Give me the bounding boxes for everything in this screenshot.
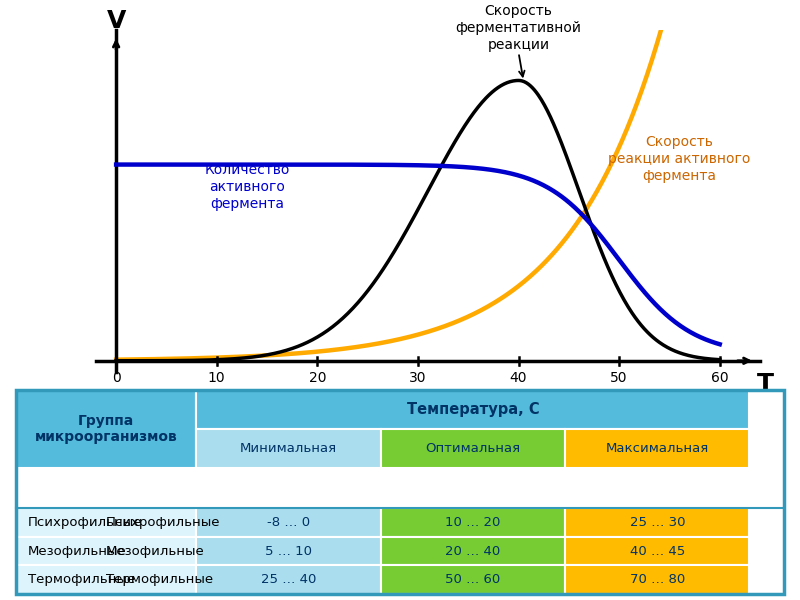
Bar <box>381 537 565 565</box>
Text: Группа
микроорганизмов: Группа микроорганизмов <box>35 413 178 444</box>
Bar <box>565 429 750 467</box>
Bar <box>16 537 197 565</box>
Text: Максимальная: Максимальная <box>606 442 709 455</box>
Bar <box>381 565 565 594</box>
Text: 25 … 40: 25 … 40 <box>261 573 316 586</box>
Text: 40 … 45: 40 … 45 <box>630 545 685 557</box>
Text: Оптимальная: Оптимальная <box>426 442 521 455</box>
Text: 25 … 30: 25 … 30 <box>630 516 685 529</box>
Text: 10 … 20: 10 … 20 <box>446 516 501 529</box>
Text: 50 … 60: 50 … 60 <box>446 573 501 586</box>
Bar <box>197 390 750 429</box>
Bar <box>16 565 197 594</box>
Text: -8 … 0: -8 … 0 <box>267 516 310 529</box>
Text: Мезофильные: Мезофильные <box>27 545 126 557</box>
Text: T: T <box>757 372 774 396</box>
Bar <box>16 537 197 565</box>
Text: Скорость
ферментативной
реакции: Скорость ферментативной реакции <box>455 4 582 52</box>
Text: Скорость
реакции активного
фермента: Скорость реакции активного фермента <box>608 134 750 183</box>
Bar <box>381 429 565 467</box>
Bar <box>16 390 197 467</box>
Text: 20 … 40: 20 … 40 <box>446 545 501 557</box>
Text: Минимальная: Минимальная <box>240 442 338 455</box>
Text: 5 … 10: 5 … 10 <box>265 545 312 557</box>
Bar <box>197 429 381 467</box>
Text: Температура, C: Температура, C <box>406 402 539 417</box>
Text: Психрофильные: Психрофильные <box>27 516 142 529</box>
Bar <box>16 508 197 537</box>
Bar <box>16 565 197 594</box>
Bar <box>565 508 750 537</box>
Text: Мезофильные: Мезофильные <box>106 545 205 557</box>
Text: V: V <box>106 9 126 33</box>
Bar <box>381 508 565 537</box>
Bar <box>197 537 381 565</box>
Text: 70 … 80: 70 … 80 <box>630 573 685 586</box>
Text: Психрофильные: Психрофильные <box>106 516 221 529</box>
Text: Количество
активного
фермента: Количество активного фермента <box>204 163 290 211</box>
Bar <box>565 565 750 594</box>
Bar <box>197 508 381 537</box>
Bar <box>197 565 381 594</box>
Text: Термофильные: Термофильные <box>27 573 134 586</box>
Text: Термофильные: Термофильные <box>106 573 214 586</box>
Bar <box>565 537 750 565</box>
Bar <box>16 508 197 537</box>
